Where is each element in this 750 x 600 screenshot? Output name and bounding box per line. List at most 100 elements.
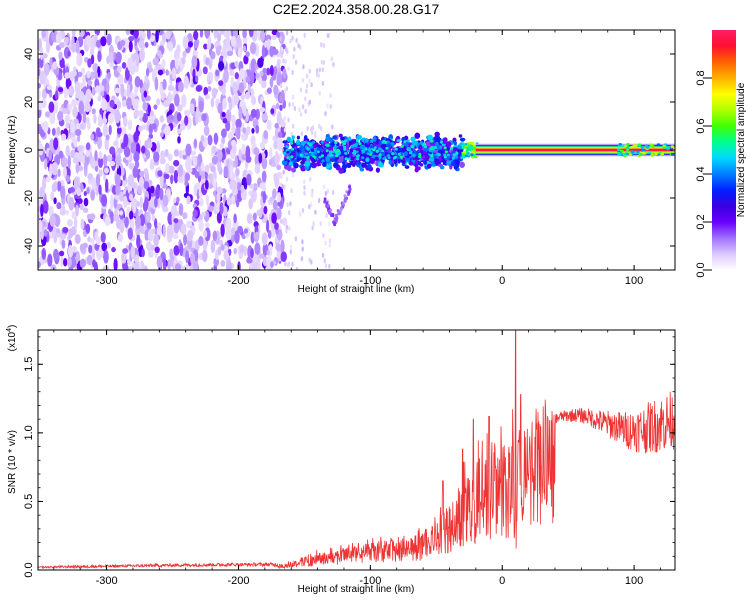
carrier-band-cell — [450, 146, 454, 150]
noise-cell — [120, 83, 125, 97]
noise-cell — [71, 211, 76, 220]
carrier-band-cell — [458, 149, 463, 155]
carrier-band-cell — [423, 145, 428, 149]
snr-series-line — [38, 330, 675, 570]
noise-cell — [238, 82, 245, 94]
noise-cell — [67, 244, 74, 258]
noise-cell — [198, 235, 204, 246]
noise-cell — [290, 188, 293, 194]
noise-cell — [274, 154, 280, 166]
noise-cell — [162, 194, 169, 207]
noise-cell — [237, 225, 243, 234]
noise-cell — [56, 202, 62, 210]
noise-cell — [281, 183, 284, 189]
noise-cell — [171, 212, 175, 226]
noise-cell — [138, 125, 143, 132]
carrier-band-cell — [366, 152, 370, 156]
noise-cell — [86, 254, 93, 266]
noise-cell — [246, 173, 252, 186]
noise-cell — [191, 55, 198, 69]
noise-cell — [274, 222, 279, 230]
noise-cell — [304, 108, 307, 114]
carrier-band-cell — [369, 153, 373, 156]
colorbar-tick-label: 0.6 — [695, 118, 707, 133]
noise-cell — [58, 250, 65, 257]
noise-cell — [223, 206, 228, 217]
noise-cell — [50, 191, 55, 201]
carrier-band-cell — [406, 139, 410, 143]
noise-cell — [282, 169, 285, 175]
carrier-band-cell — [355, 150, 359, 154]
noise-cell — [305, 88, 308, 94]
noise-cell — [207, 36, 212, 50]
noise-cell — [65, 209, 69, 216]
noise-cell — [109, 99, 115, 108]
noise-cell — [98, 156, 104, 169]
noise-cell — [239, 244, 245, 254]
carrier-band-cell — [320, 140, 324, 144]
y-tick-label: -20 — [23, 190, 35, 206]
noise-cell — [320, 42, 323, 48]
noise-cell — [51, 127, 56, 136]
carrier-band-cell — [345, 144, 350, 151]
noise-cell — [227, 132, 234, 139]
noise-cell — [135, 215, 141, 230]
carrier-band-cell — [296, 139, 301, 145]
noise-cell — [63, 166, 67, 179]
carrier-band-cell — [320, 154, 324, 158]
noise-cell — [292, 123, 295, 129]
noise-cell — [320, 59, 323, 65]
noise-cell — [150, 110, 154, 117]
noise-cell — [269, 65, 274, 77]
transition-cell — [465, 149, 469, 153]
noise-cell — [221, 86, 226, 96]
noise-cell — [218, 60, 225, 71]
noise-cell — [240, 133, 248, 141]
spectrogram-x-axis-label: Height of straight line (km) — [298, 284, 415, 295]
noise-cell — [100, 232, 106, 243]
noise-cell — [283, 184, 286, 190]
noise-cell — [42, 120, 49, 133]
carrier-band-cell — [329, 149, 333, 155]
noise-cell — [100, 36, 107, 47]
noise-cell — [216, 201, 220, 214]
x-tick-label: -300 — [96, 575, 118, 587]
noise-cell — [294, 59, 298, 65]
carrier-band-cell — [396, 139, 400, 143]
noise-cell — [75, 251, 80, 264]
noise-cell — [156, 255, 163, 269]
carrier-band-cell — [443, 146, 447, 150]
noise-cell — [183, 75, 190, 89]
carrier-band-cell — [634, 144, 638, 148]
carrier-band-cell — [375, 167, 380, 173]
noise-cell — [141, 248, 145, 258]
noise-cell — [290, 131, 293, 137]
noise-cell — [123, 146, 131, 158]
noise-cell — [107, 72, 111, 79]
noise-cell — [90, 189, 96, 201]
noise-cell — [195, 85, 202, 92]
noise-cell — [77, 197, 83, 205]
noise-cell — [287, 117, 290, 123]
noise-cell — [308, 68, 311, 74]
noise-cell — [51, 165, 58, 176]
snr-scale-label: (x104) — [6, 325, 18, 352]
carrier-band-cell — [364, 147, 368, 151]
noise-cell — [42, 200, 49, 214]
carrier-band-cell — [439, 140, 444, 144]
carrier-band-cell — [328, 154, 332, 157]
carrier-band-cell — [437, 153, 441, 157]
noise-cell — [127, 174, 135, 186]
carrier-band-cell — [346, 149, 350, 153]
noise-cell — [216, 149, 223, 162]
noise-cell — [268, 147, 273, 159]
noise-cell — [128, 162, 135, 170]
noise-cell — [332, 62, 335, 67]
carrier-band-cell — [415, 159, 419, 165]
noise-cell — [133, 30, 139, 39]
noise-cell — [321, 252, 325, 258]
noise-cell — [286, 262, 290, 268]
x-tick-label: -300 — [96, 275, 118, 287]
noise-cell — [60, 185, 66, 199]
noise-cell — [263, 205, 268, 215]
